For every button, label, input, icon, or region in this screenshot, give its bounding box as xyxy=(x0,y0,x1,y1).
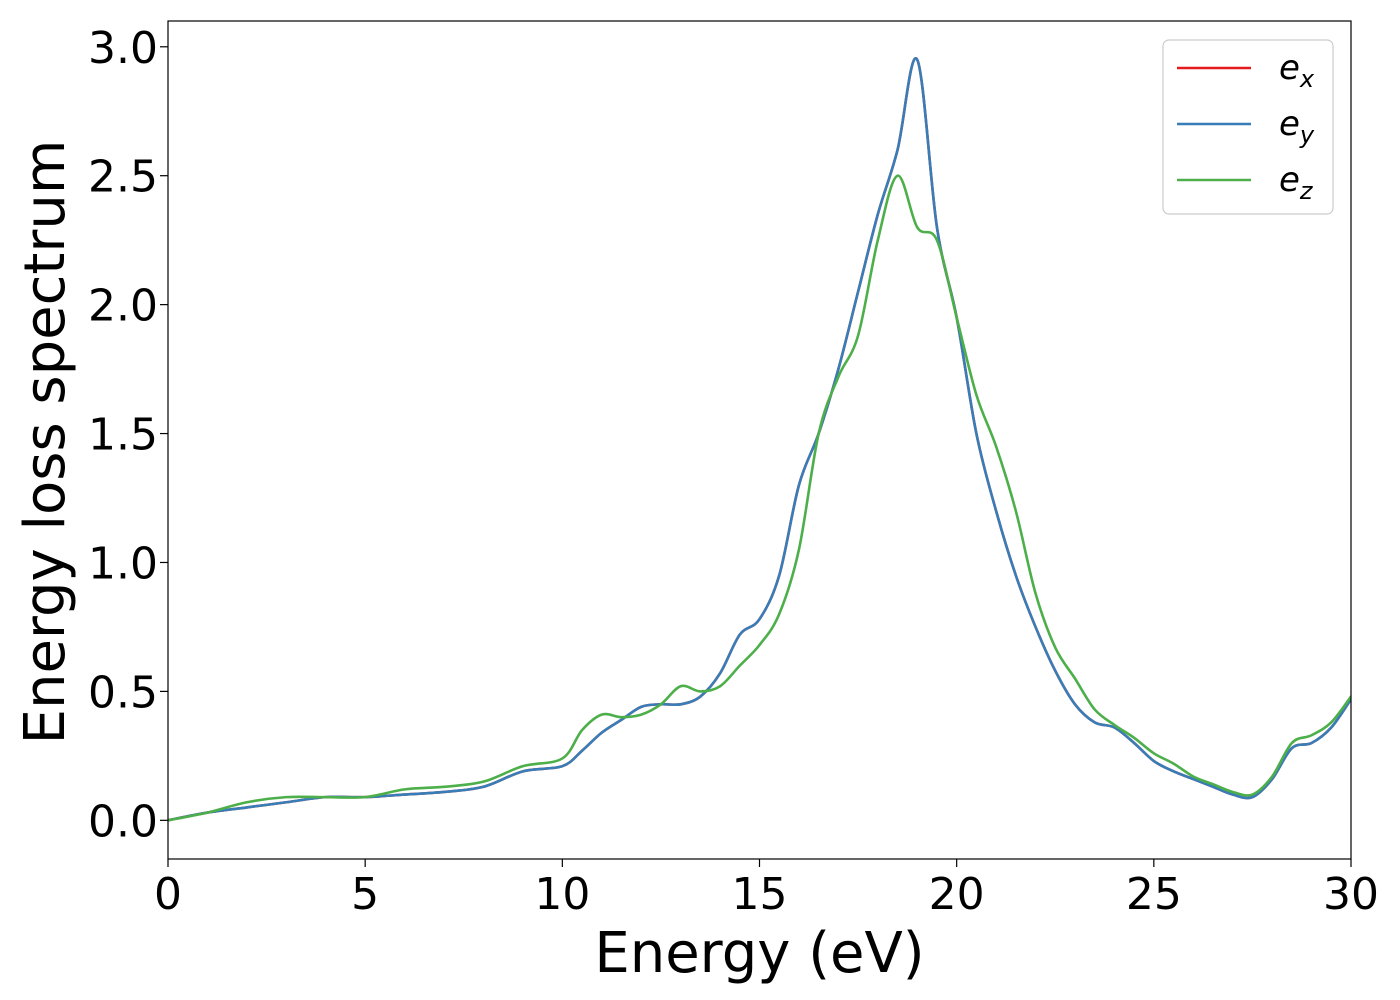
y-axis-ticks: 0.0 0.5 1.0 1.5 2.0 2.5 3.0 xyxy=(88,23,168,847)
x-tick-label: 5 xyxy=(351,869,379,920)
legend-box xyxy=(1162,39,1334,215)
legend: ex ey ez xyxy=(1162,39,1334,215)
plot-lines xyxy=(168,56,1351,822)
y-tick-label: 0.0 xyxy=(88,796,158,847)
x-tick-label: 0 xyxy=(154,869,182,920)
x-axis-title: Energy (eV) xyxy=(594,921,924,986)
y-tick-label: 2.5 xyxy=(88,152,158,203)
series-line-e-y xyxy=(168,56,1351,822)
legend-label-e-y: ey xyxy=(1279,104,1315,149)
x-tick-label: 25 xyxy=(1126,869,1182,920)
x-tick-label: 30 xyxy=(1323,869,1379,920)
y-axis-title: Energy loss spectrum xyxy=(13,140,78,745)
x-tick-label: 10 xyxy=(534,869,590,920)
y-tick-label: 1.5 xyxy=(88,410,158,461)
series-line-e-z xyxy=(168,174,1351,822)
legend-label-e-z: ez xyxy=(1279,160,1314,205)
x-tick-label: 20 xyxy=(929,869,985,920)
y-tick-label: 3.0 xyxy=(88,23,158,74)
x-tick-label: 15 xyxy=(732,869,788,920)
x-axis-ticks: 0 5 10 15 20 25 30 xyxy=(154,859,1379,920)
legend-label-e-x: ex xyxy=(1279,48,1315,93)
y-tick-label: 1.0 xyxy=(88,538,158,589)
y-tick-label: 2.0 xyxy=(88,281,158,332)
y-tick-label: 0.5 xyxy=(88,667,158,718)
